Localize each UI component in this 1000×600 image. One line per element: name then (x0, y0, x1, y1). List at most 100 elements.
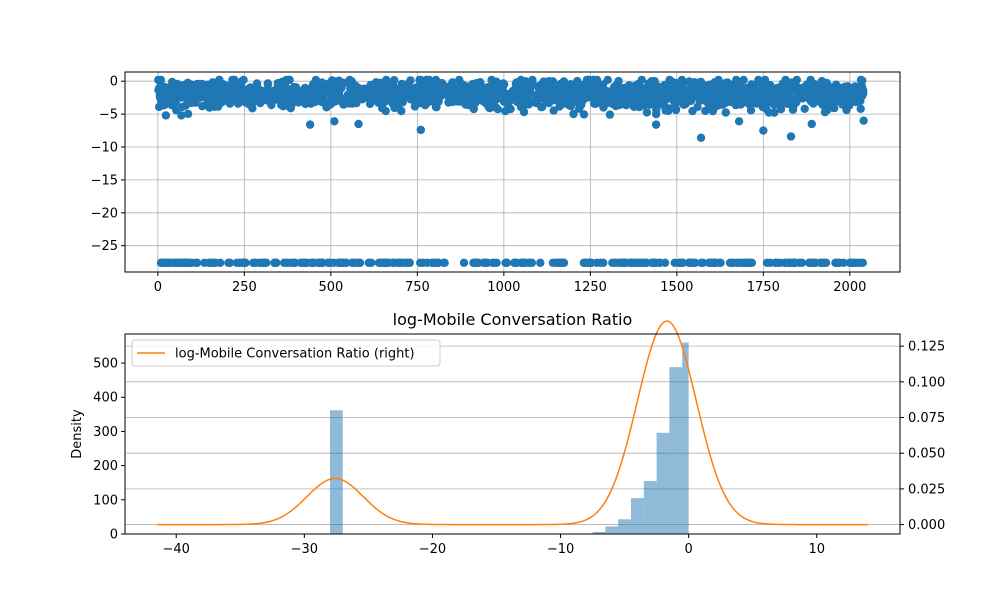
scatter-point (282, 258, 292, 267)
scatter-point (518, 94, 528, 103)
scatter-point (375, 79, 384, 88)
scatter-point (317, 98, 327, 107)
scatter-point (337, 83, 346, 93)
scatter-point (586, 258, 596, 267)
scatter-point (559, 77, 569, 86)
scatter-point (499, 79, 508, 88)
scatter-point (557, 258, 566, 267)
scatter-point (840, 90, 849, 100)
scatter-point (290, 258, 299, 267)
scatter-point (444, 82, 453, 92)
legend: log-Mobile Conversation Ratio (right) (131, 339, 441, 367)
scatter-point (773, 83, 782, 93)
scatter-point (366, 80, 375, 90)
scatter-point (781, 81, 790, 91)
scatter-point (697, 258, 706, 267)
scatter-point (459, 258, 469, 267)
scatter-point (181, 101, 190, 110)
scatter-point (251, 258, 261, 267)
scatter-point (605, 110, 615, 119)
scatter-point (484, 102, 493, 111)
scatter-point (537, 86, 546, 96)
scatter-point (327, 94, 337, 103)
scatter-x-ticks: 0 250 500 750 1000 1250 1500 1750 2000 (154, 272, 866, 295)
scatter-point (233, 91, 242, 101)
scatter-point (599, 103, 608, 112)
scatter-point (692, 90, 702, 99)
scatter-point (490, 258, 499, 267)
scatter-point (854, 258, 863, 267)
histogram-x-ticks: −40 −30 −20 −10 0 10 (163, 534, 825, 557)
scatter-point (739, 75, 748, 85)
scatter-point (230, 75, 239, 85)
y-tick-label: −10 (91, 141, 118, 156)
scatter-point (808, 83, 817, 92)
scatter-point (637, 75, 646, 85)
scatter-point (685, 77, 694, 86)
scatter-point (790, 258, 799, 267)
scatter-point (598, 94, 607, 104)
scatter-point (850, 87, 860, 97)
x-tick-label: 750 (405, 280, 430, 295)
scatter-point (786, 132, 796, 141)
x-tick-label: −30 (291, 542, 318, 557)
scatter-point (320, 84, 330, 93)
histogram-bar (682, 342, 689, 534)
scatter-point (574, 104, 584, 113)
scatter-point (276, 94, 285, 103)
scatter-point (725, 258, 735, 267)
scatter-point (589, 87, 599, 97)
scatter-point (639, 89, 649, 99)
scatter-chart: 0 250 500 750 1000 1250 1500 1750 2000 0 −5 −10 −15… (91, 71, 901, 295)
scatter-point (501, 96, 511, 105)
scatter-point (564, 98, 573, 108)
scatter-point (446, 95, 456, 105)
scatter-point (859, 89, 868, 98)
scatter-point (596, 258, 605, 267)
scatter-point (309, 80, 318, 89)
scatter-point (224, 258, 233, 267)
scatter-point (649, 93, 658, 102)
scatter-point (746, 258, 755, 267)
y-tick-label-left: 0 (110, 528, 118, 543)
scatter-point (354, 119, 363, 129)
scatter-point (352, 98, 361, 108)
scatter-point (172, 106, 181, 115)
histogram-bar (630, 498, 644, 534)
scatter-point (265, 90, 274, 99)
scatter-point (364, 258, 373, 267)
scatter-point (537, 102, 547, 112)
x-tick-label: 1000 (487, 280, 520, 295)
scatter-point (781, 75, 790, 85)
scatter-point (440, 90, 449, 99)
scatter-point (353, 91, 362, 101)
y-tick-label: −20 (91, 206, 118, 221)
y-tick-label-right: 0.025 (908, 482, 945, 497)
legend-label: log-Mobile Conversation Ratio (right) (175, 347, 415, 362)
scatter-point (851, 97, 861, 107)
scatter-point (309, 258, 318, 267)
y-tick-label: −25 (91, 239, 118, 254)
x-tick-label: 10 (808, 542, 825, 557)
scatter-point (279, 102, 288, 111)
scatter-point (783, 99, 792, 109)
scatter-point (625, 258, 634, 267)
scatter-point (241, 98, 251, 107)
scatter-point (618, 258, 627, 267)
scatter-point (439, 258, 448, 267)
scatter-point (239, 75, 248, 85)
scatter-point (160, 258, 169, 267)
y-tick-label: −15 (91, 173, 118, 188)
scatter-point (528, 75, 537, 85)
histogram-bars (329, 342, 689, 534)
scatter-point (373, 91, 383, 100)
scatter-point (409, 90, 418, 99)
scatter-point (324, 258, 333, 267)
histogram-right-y-ticks: 0.000 0.025 0.050 0.075 0.100 0.125 (900, 340, 945, 533)
scatter-point (191, 258, 201, 267)
scatter-point (473, 258, 482, 267)
scatter-point (518, 104, 528, 113)
scatter-point (758, 87, 767, 97)
scatter-point (626, 96, 635, 106)
